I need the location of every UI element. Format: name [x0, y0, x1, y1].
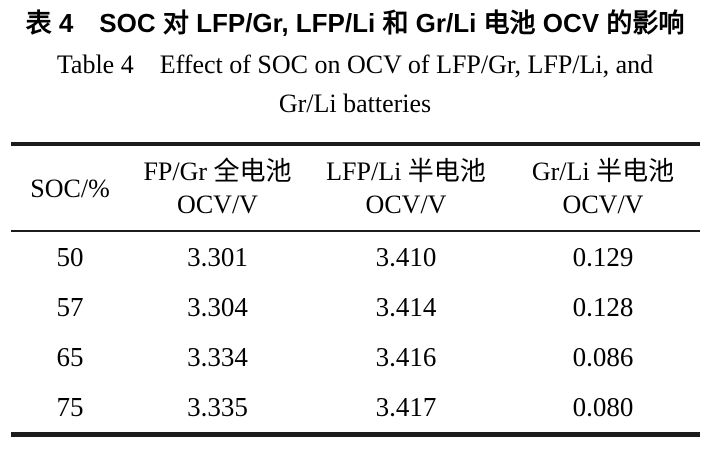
table-row: 65 3.334 3.416 0.086	[11, 332, 700, 382]
table-caption-zh: 表 4 SOC 对 LFP/Gr, LFP/Li 和 Gr/Li 电池 OCV …	[25, 8, 685, 38]
column-header-fpgr-full-cell: FP/Gr 全电池 OCV/V	[129, 144, 306, 231]
column-header-unit: OCV/V	[177, 190, 258, 219]
data-table: SOC/% FP/Gr 全电池 OCV/V LFP/Li 半电池 OCV/V G…	[11, 142, 700, 437]
cell-grli-ocv: 0.128	[572, 291, 634, 322]
column-header-unit: OCV/V	[365, 190, 447, 219]
cell-fpgr-ocv: 3.335	[187, 391, 248, 422]
table-row: 57 3.304 3.414 0.128	[11, 282, 700, 332]
cell-lfpli-ocv: 3.414	[375, 291, 437, 322]
column-header-label: Gr/Li 半电池	[531, 157, 675, 186]
table-row: 75 3.335 3.417 0.080	[11, 382, 700, 435]
table-row: 50 3.301 3.410 0.129	[11, 231, 700, 282]
table-caption-en-line1: Table 4 Effect of SOC on OCV of LFP/Gr, …	[56, 50, 654, 79]
cell-soc: 50	[56, 241, 84, 272]
cell-fpgr-ocv: 3.304	[187, 291, 248, 322]
table-caption-en-line2: Gr/Li batteries	[278, 89, 432, 118]
column-header-grli-half-cell: Gr/Li 半电池 OCV/V	[506, 144, 700, 231]
cell-soc: 75	[56, 391, 84, 422]
column-header-label: FP/Gr 全电池	[143, 157, 292, 186]
cell-grli-ocv: 0.080	[572, 391, 634, 422]
cell-grli-ocv: 0.129	[572, 241, 634, 272]
column-header-label: LFP/Li 半电池	[326, 157, 486, 186]
table-header-row: SOC/% FP/Gr 全电池 OCV/V LFP/Li 半电池 OCV/V G…	[11, 144, 700, 231]
cell-grli-ocv: 0.086	[572, 341, 634, 372]
cell-lfpli-ocv: 3.416	[375, 341, 437, 372]
cell-soc: 65	[56, 341, 84, 372]
cell-soc: 57	[56, 291, 84, 322]
column-header-lfpli-half-cell: LFP/Li 半电池 OCV/V	[306, 144, 506, 231]
cell-fpgr-ocv: 3.334	[187, 341, 248, 372]
cell-fpgr-ocv: 3.301	[187, 241, 248, 272]
cell-lfpli-ocv: 3.417	[375, 391, 437, 422]
column-header-soc: SOC/%	[11, 144, 129, 231]
column-header-unit: OCV/V	[562, 190, 644, 219]
column-header-label: SOC/%	[30, 173, 110, 203]
cell-lfpli-ocv: 3.410	[375, 241, 437, 272]
